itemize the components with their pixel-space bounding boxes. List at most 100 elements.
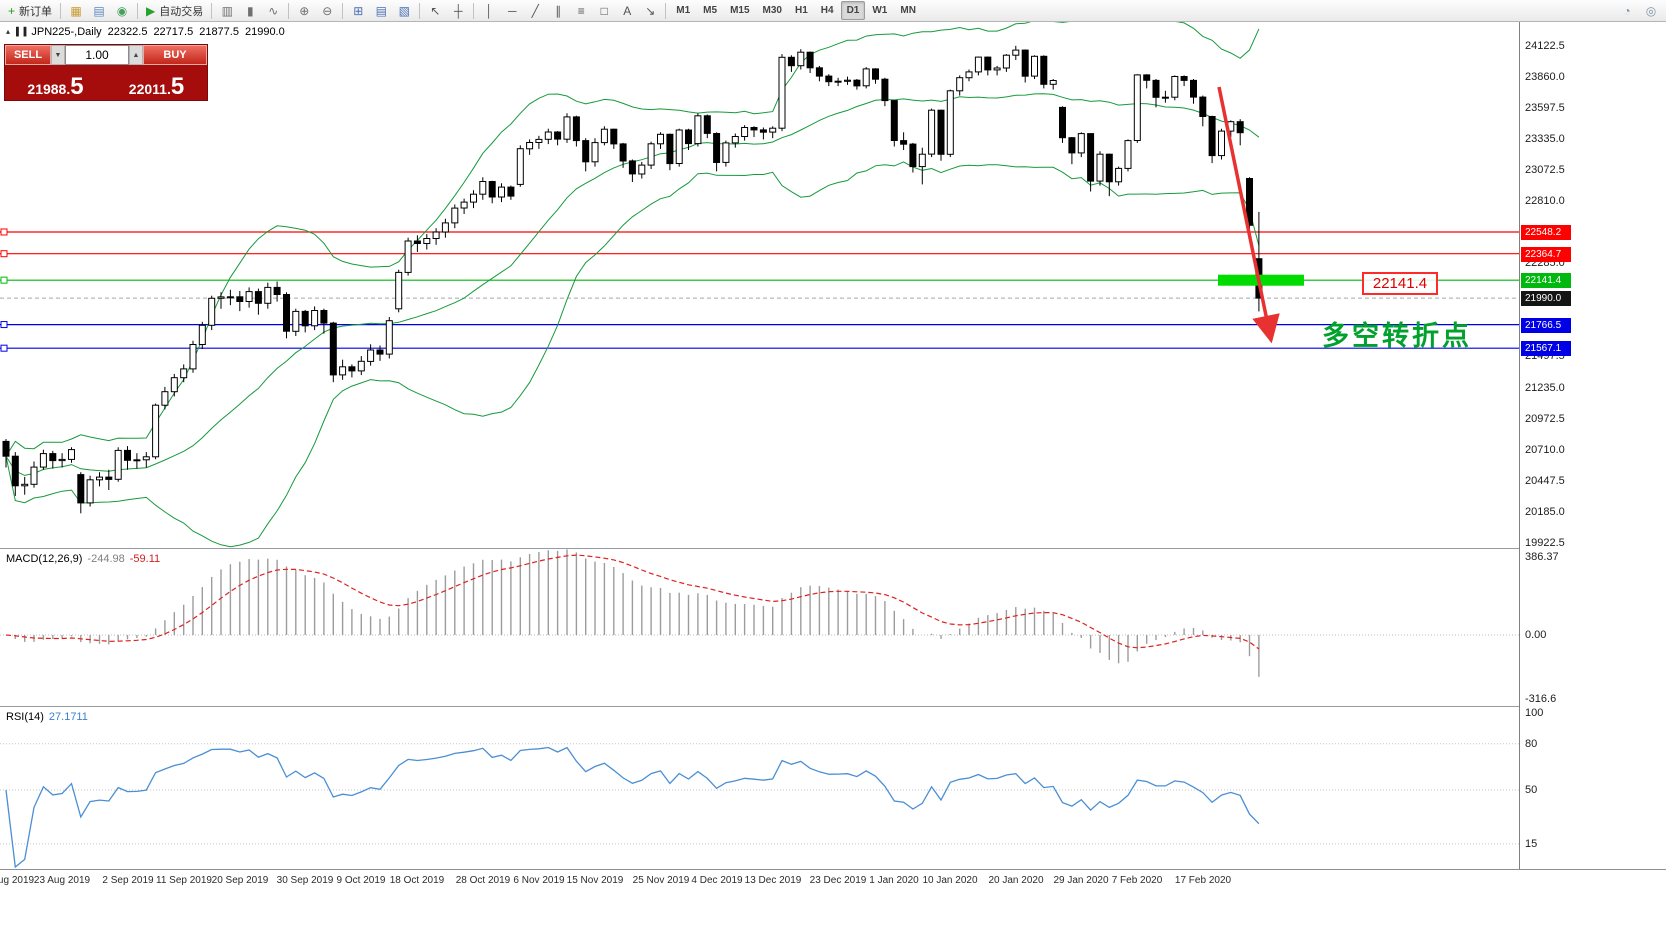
toolbar: + 新订单 ▦ ▤ ◉ ▶ 自动交易 ▥ ▮ ∿ ⊕ ⊖ ⊞ ▤ ▧ ↖ ┼ │ ─ ╱ ∥ ≡ □ A ↘ M1 M5 M15 M30… bbox=[0, 0, 1666, 22]
fibonacci-button[interactable]: ≡ bbox=[570, 1, 592, 21]
tile-windows-icon: ⊞ bbox=[353, 3, 364, 18]
trendline-button[interactable]: ╱ bbox=[524, 1, 546, 21]
line-handle[interactable] bbox=[0, 228, 8, 236]
crosshair-icon: ┼ bbox=[453, 3, 463, 18]
timeframe-button-m30[interactable]: M30 bbox=[762, 5, 782, 16]
pane-splitter[interactable] bbox=[0, 706, 1666, 707]
autotrading-button[interactable]: ▶ 自动交易 bbox=[142, 1, 207, 21]
candle-body bbox=[657, 133, 664, 145]
rsi-pane[interactable] bbox=[0, 707, 1519, 868]
price-axis[interactable]: 24122.5 23860.0 23597.5 23335.0 23072.5 22810… bbox=[1519, 22, 1666, 869]
line-handle[interactable] bbox=[0, 344, 8, 352]
candles-chart-button[interactable]: ▮ bbox=[239, 1, 261, 21]
search-button[interactable]: ◎ bbox=[1640, 1, 1662, 21]
community-button[interactable]: ◉ bbox=[111, 1, 133, 21]
line-handle[interactable] bbox=[0, 250, 8, 258]
timeframe-button-d1[interactable]: D1 bbox=[840, 1, 866, 20]
ohlc-high: 22717.5 bbox=[153, 26, 194, 38]
timeframe-button-w1[interactable]: W1 bbox=[872, 5, 888, 16]
charts-menu-icon: ▦ bbox=[70, 3, 82, 18]
price-level-tag: 21766.5 bbox=[1521, 318, 1571, 333]
candle-body bbox=[114, 449, 122, 480]
candle-body bbox=[292, 310, 300, 332]
candle-body bbox=[722, 142, 730, 163]
candle-body bbox=[283, 294, 290, 332]
price-callout-box[interactable]: 22141.4 bbox=[1362, 272, 1438, 295]
candle-body bbox=[909, 143, 917, 168]
candle-body bbox=[96, 476, 103, 481]
macd-pane[interactable] bbox=[0, 549, 1519, 706]
notifications-button[interactable]: ◔ bbox=[1616, 1, 1638, 21]
zoom-in-button[interactable]: ⊕ bbox=[293, 1, 315, 21]
candle-body bbox=[339, 366, 347, 376]
candle-body bbox=[254, 291, 262, 304]
candle-body bbox=[1143, 74, 1151, 81]
bars-chart-button[interactable]: ▥ bbox=[216, 1, 238, 21]
collapse-icon[interactable]: ▴ bbox=[6, 27, 11, 36]
line-handle[interactable] bbox=[0, 276, 8, 284]
charts-menu-button[interactable]: ▦ bbox=[65, 1, 87, 21]
date-label: 11 Sep 2019 bbox=[156, 875, 212, 886]
candle-body bbox=[591, 142, 599, 163]
tile-windows-button[interactable]: ⊞ bbox=[347, 1, 369, 21]
macd-signal-line bbox=[5, 554, 1260, 650]
volume-input[interactable] bbox=[65, 45, 129, 65]
candle-body bbox=[479, 181, 487, 195]
candle-body bbox=[236, 296, 244, 302]
price-axis-label: 20447.5 bbox=[1525, 475, 1565, 487]
text-button[interactable]: A bbox=[616, 1, 638, 21]
new-order-button[interactable]: + 新订单 bbox=[4, 1, 56, 21]
timeframe-button-m15[interactable]: M15 bbox=[730, 5, 750, 16]
candle-body bbox=[1133, 74, 1141, 141]
volume-down-button[interactable]: ▼ bbox=[51, 45, 65, 65]
main-price-chart[interactable] bbox=[0, 22, 1519, 548]
volume-up-button[interactable]: ▲ bbox=[129, 45, 143, 65]
arrows-button[interactable]: ↘ bbox=[639, 1, 661, 21]
channel-button[interactable]: ∥ bbox=[547, 1, 569, 21]
profiles-button[interactable]: ▤ bbox=[88, 1, 110, 21]
candle-body bbox=[142, 456, 150, 461]
vertical-line-button[interactable]: │ bbox=[478, 1, 500, 21]
date-label: 30 Sep 2019 bbox=[276, 875, 334, 886]
pane-splitter[interactable] bbox=[0, 548, 1666, 549]
price-axis-label: 19922.5 bbox=[1525, 537, 1565, 549]
data-window-icon: ▤ bbox=[375, 3, 387, 18]
candle-body bbox=[563, 116, 571, 140]
turning-point-note[interactable]: 多空转折点 bbox=[1322, 321, 1472, 351]
timeframe-button-m5[interactable]: M5 bbox=[703, 5, 718, 16]
highlight-zone[interactable] bbox=[1218, 274, 1304, 286]
crosshair-button[interactable]: ┼ bbox=[447, 1, 469, 21]
candle-body bbox=[1218, 130, 1225, 157]
date-label: 13 Dec 2019 bbox=[744, 875, 802, 886]
date-label: 28 Oct 2019 bbox=[455, 875, 511, 886]
candle-body bbox=[862, 68, 870, 87]
buy-button[interactable]: BUY bbox=[143, 45, 207, 65]
price-axis-label: 23597.5 bbox=[1525, 102, 1565, 114]
timeframe-button-h4[interactable]: H4 bbox=[820, 5, 834, 16]
candle-body bbox=[58, 458, 66, 462]
trend-arrow[interactable] bbox=[1217, 86, 1280, 344]
horizontal-line-button[interactable]: ─ bbox=[501, 1, 523, 21]
rsi-label: RSI(14) 27.1711 bbox=[6, 711, 88, 723]
sell-button[interactable]: SELL bbox=[5, 45, 51, 65]
cursor-button[interactable]: ↖ bbox=[424, 1, 446, 21]
timeframe-button-m1[interactable]: M1 bbox=[676, 5, 691, 16]
candle-body bbox=[1068, 137, 1076, 154]
candle-body bbox=[376, 349, 384, 355]
line-chart-button[interactable]: ∿ bbox=[262, 1, 284, 21]
candle-body bbox=[152, 404, 160, 458]
data-window-button[interactable]: ▤ bbox=[370, 1, 392, 21]
shapes-button[interactable]: □ bbox=[593, 1, 615, 21]
candle-body bbox=[582, 140, 590, 163]
line-handle[interactable] bbox=[0, 321, 8, 329]
zoom-out-button[interactable]: ⊖ bbox=[316, 1, 338, 21]
candle-body bbox=[395, 271, 403, 310]
chart-window[interactable]: 24122.5 23860.0 23597.5 23335.0 23072.5 22810… bbox=[0, 22, 1666, 943]
strategy-tester-button[interactable]: ▧ bbox=[393, 1, 415, 21]
candle-body bbox=[39, 453, 47, 468]
timeframe-button-mn[interactable]: MN bbox=[900, 5, 916, 16]
candle-body bbox=[1152, 79, 1160, 98]
timeframe-button-h1[interactable]: H1 bbox=[794, 5, 808, 16]
